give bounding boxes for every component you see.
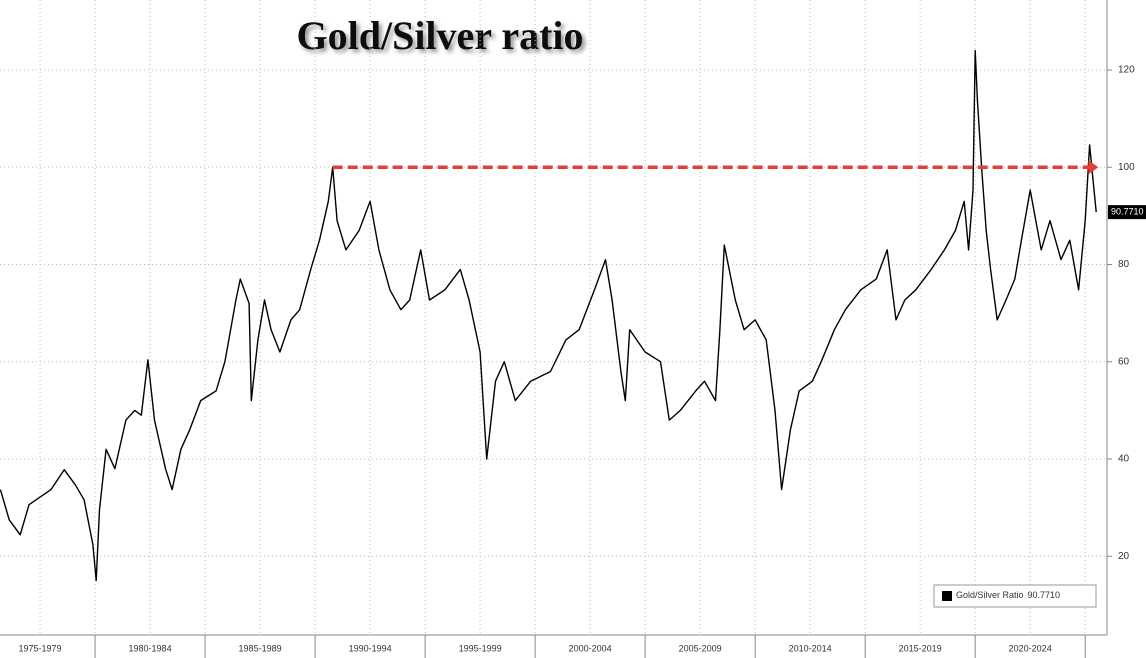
x-tick-label: 1980-1984 bbox=[129, 643, 172, 653]
x-tick-label: 2010-2014 bbox=[789, 643, 832, 653]
x-tick-label: 2000-2004 bbox=[569, 643, 612, 653]
x-tick-label: 1990-1994 bbox=[349, 643, 392, 653]
legend-name: Gold/Silver Ratio bbox=[956, 590, 1024, 600]
x-tick-label: 2020-2024 bbox=[1009, 643, 1052, 653]
x-tick-label: 1985-1989 bbox=[239, 643, 282, 653]
y-tick-label: 100 bbox=[1118, 162, 1135, 173]
reference-arrow bbox=[1088, 160, 1099, 175]
last-value-box bbox=[1108, 205, 1146, 220]
last-value-label: 90.7710 bbox=[1111, 207, 1144, 217]
y-tick-label: 120 bbox=[1118, 65, 1135, 76]
x-tick-label: 2015-2019 bbox=[899, 643, 942, 653]
legend-value: 90.7710 bbox=[1028, 590, 1061, 600]
y-tick-label: 60 bbox=[1118, 356, 1130, 367]
x-tick-label: 2005-2009 bbox=[679, 643, 722, 653]
chart-title: Gold/Silver ratio bbox=[296, 13, 583, 58]
y-tick-label: 20 bbox=[1118, 551, 1130, 562]
x-tick-label: 1975-1979 bbox=[19, 643, 62, 653]
y-tick-label: 80 bbox=[1118, 259, 1130, 270]
data-line bbox=[0, 49, 1097, 582]
legend: Gold/Silver Ratio 90.7710 bbox=[933, 584, 1097, 608]
legend-swatch bbox=[942, 591, 952, 601]
legend-box bbox=[933, 584, 1097, 608]
legend-label: Gold/Silver Ratio 90.7710 bbox=[956, 590, 1060, 600]
y-tick-label: 40 bbox=[1118, 454, 1130, 465]
x-tick-label: 1995-1999 bbox=[459, 643, 502, 653]
